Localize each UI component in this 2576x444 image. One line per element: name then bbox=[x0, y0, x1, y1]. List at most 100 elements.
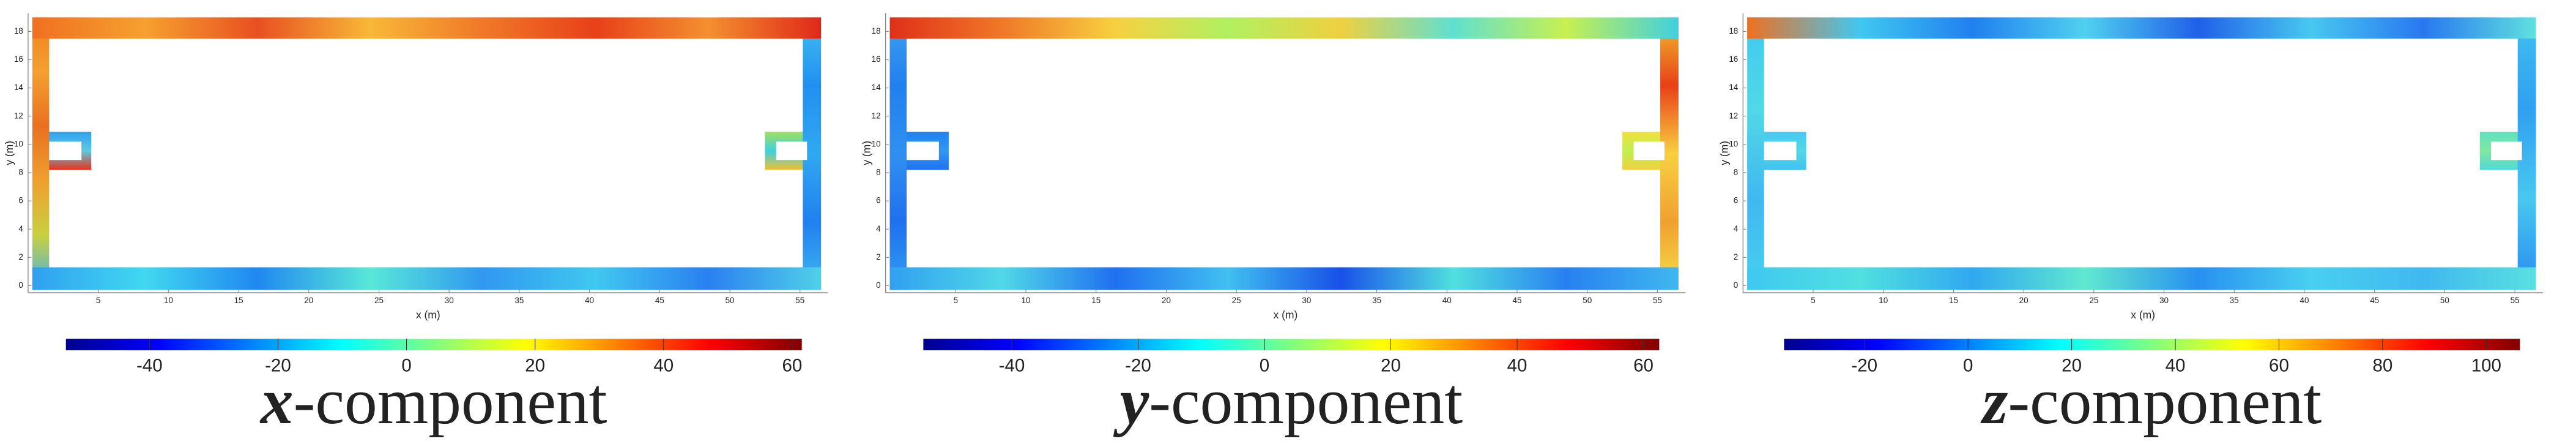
field-hole bbox=[49, 141, 82, 160]
x-tick-label: 10 bbox=[1879, 296, 1888, 305]
caption-symbol: z bbox=[1980, 365, 2008, 438]
x-tick-label: 45 bbox=[655, 296, 664, 305]
colorbar bbox=[65, 339, 802, 350]
y-tick-label: 10 bbox=[1729, 139, 1738, 148]
x-tick-label: 35 bbox=[2230, 296, 2239, 305]
field-hole bbox=[1764, 141, 1797, 160]
y-tick-label: 16 bbox=[1729, 55, 1738, 64]
x-tick-label: 30 bbox=[445, 296, 454, 305]
caption-symbol: x bbox=[259, 365, 294, 438]
x-axis-label: x (m) bbox=[1274, 309, 1298, 321]
field-bottom bbox=[1747, 267, 2536, 290]
colorbar-tick-label: 40 bbox=[1507, 356, 1527, 376]
field-top bbox=[32, 17, 822, 39]
x-axis-label: x (m) bbox=[2131, 309, 2155, 321]
y-tick-label: 4 bbox=[876, 224, 881, 233]
x-tick-label: 15 bbox=[1091, 296, 1101, 305]
x-tick-label: 30 bbox=[2159, 296, 2169, 305]
colorbar-tick-label: 20 bbox=[2062, 356, 2082, 376]
y-axis-label: y (m) bbox=[1718, 141, 1730, 165]
x-tick-label: 50 bbox=[726, 296, 735, 305]
caption: z-component bbox=[1980, 365, 2322, 438]
field-bottom bbox=[889, 267, 1679, 290]
colorbar bbox=[1784, 339, 2520, 350]
colorbar-tick-label: 20 bbox=[1381, 356, 1401, 376]
x-tick-label: 5 bbox=[96, 296, 100, 305]
colorbar-tick-label: -20 bbox=[1851, 356, 1877, 376]
colorbar-tick-label: 60 bbox=[1633, 356, 1654, 376]
panel: 5 10 15 20 25 30 35 40 45 50 55 0 2 4 6 8 10 12 14 16 18 x (m… bbox=[1718, 13, 2543, 438]
x-tick-label: 20 bbox=[2019, 296, 2029, 305]
colorbar-tick-label: 40 bbox=[653, 356, 674, 376]
field-left bbox=[1747, 17, 1764, 290]
y-tick-label: 8 bbox=[876, 168, 880, 177]
x-tick-label: 45 bbox=[2370, 296, 2379, 305]
field-left bbox=[32, 17, 50, 290]
colorbar-tick-label: 60 bbox=[782, 356, 803, 376]
x-tick-label: 20 bbox=[1162, 296, 1171, 305]
y-tick-label: 6 bbox=[876, 196, 880, 205]
colorbar-tick-label: 0 bbox=[1260, 356, 1269, 376]
colorbar-tick-label: -20 bbox=[1125, 356, 1151, 376]
y-tick-label: 10 bbox=[872, 139, 881, 148]
y-tick-label: 0 bbox=[1734, 280, 1738, 290]
caption-text: -component bbox=[1149, 365, 1463, 438]
y-tick-label: 6 bbox=[1734, 196, 1738, 205]
caption-text: -component bbox=[294, 365, 607, 438]
panel: 5 10 15 20 25 30 35 40 45 50 55 0 2 4 6 8 10 12 14 16 18 x (m… bbox=[861, 13, 1686, 438]
y-tick-label: 16 bbox=[14, 55, 23, 64]
x-tick-label: 35 bbox=[1372, 296, 1381, 305]
colorbar-tick-label: -40 bbox=[136, 356, 163, 376]
x-tick-label: 55 bbox=[795, 296, 804, 305]
field-hole bbox=[907, 141, 939, 160]
x-tick-label: 45 bbox=[1513, 296, 1522, 305]
field-hole bbox=[2491, 141, 2522, 160]
y-tick-label: 14 bbox=[14, 83, 23, 92]
y-tick-label: 18 bbox=[872, 26, 881, 36]
x-tick-label: 10 bbox=[164, 296, 173, 305]
y-tick-label: 12 bbox=[14, 111, 23, 120]
y-tick-label: 12 bbox=[872, 111, 881, 120]
x-axis-label: x (m) bbox=[416, 309, 440, 321]
colorbar-tick-label: 20 bbox=[525, 356, 545, 376]
caption-symbol: y bbox=[1113, 365, 1149, 438]
x-tick-label: 5 bbox=[954, 296, 958, 305]
caption: y-component bbox=[1113, 365, 1463, 438]
x-tick-label: 10 bbox=[1022, 296, 1031, 305]
field-bottom bbox=[32, 267, 822, 290]
x-tick-label: 50 bbox=[2440, 296, 2449, 305]
y-tick-label: 4 bbox=[1734, 224, 1739, 233]
field-top bbox=[889, 17, 1679, 39]
colorbar-tick-label: 0 bbox=[401, 356, 411, 376]
field-hole bbox=[1633, 141, 1665, 160]
x-tick-label: 5 bbox=[1811, 296, 1815, 305]
field-left bbox=[889, 17, 907, 290]
colorbar bbox=[923, 339, 1660, 350]
colorbar-tick-label: -20 bbox=[265, 356, 291, 376]
y-tick-label: 4 bbox=[18, 224, 23, 233]
y-tick-label: 8 bbox=[1734, 168, 1738, 177]
x-tick-label: 15 bbox=[1949, 296, 1958, 305]
x-tick-label: 55 bbox=[2511, 296, 2520, 305]
field-top bbox=[1747, 17, 2536, 39]
panel: 5 10 15 20 25 30 35 40 45 50 55 0 2 4 6 8 10 12 14 16 18 x (m… bbox=[3, 13, 828, 438]
y-tick-label: 2 bbox=[876, 252, 880, 262]
y-tick-label: 0 bbox=[876, 280, 880, 290]
field-hole bbox=[776, 141, 807, 160]
x-tick-label: 40 bbox=[585, 296, 594, 305]
colorbar-tick-label: 100 bbox=[2471, 356, 2501, 376]
colorbar-tick-label: 40 bbox=[2166, 356, 2186, 376]
x-tick-label: 35 bbox=[514, 296, 524, 305]
y-tick-label: 12 bbox=[1729, 111, 1738, 120]
y-tick-label: 0 bbox=[18, 280, 23, 290]
y-tick-label: 14 bbox=[1729, 83, 1738, 92]
x-tick-label: 15 bbox=[234, 296, 243, 305]
colorbar-tick-label: 0 bbox=[1963, 356, 1973, 376]
y-axis-label: y (m) bbox=[3, 141, 15, 165]
x-tick-label: 25 bbox=[1232, 296, 1241, 305]
y-tick-label: 16 bbox=[872, 55, 881, 64]
colorbar-tick-label: -40 bbox=[999, 356, 1025, 376]
x-tick-label: 55 bbox=[1653, 296, 1662, 305]
